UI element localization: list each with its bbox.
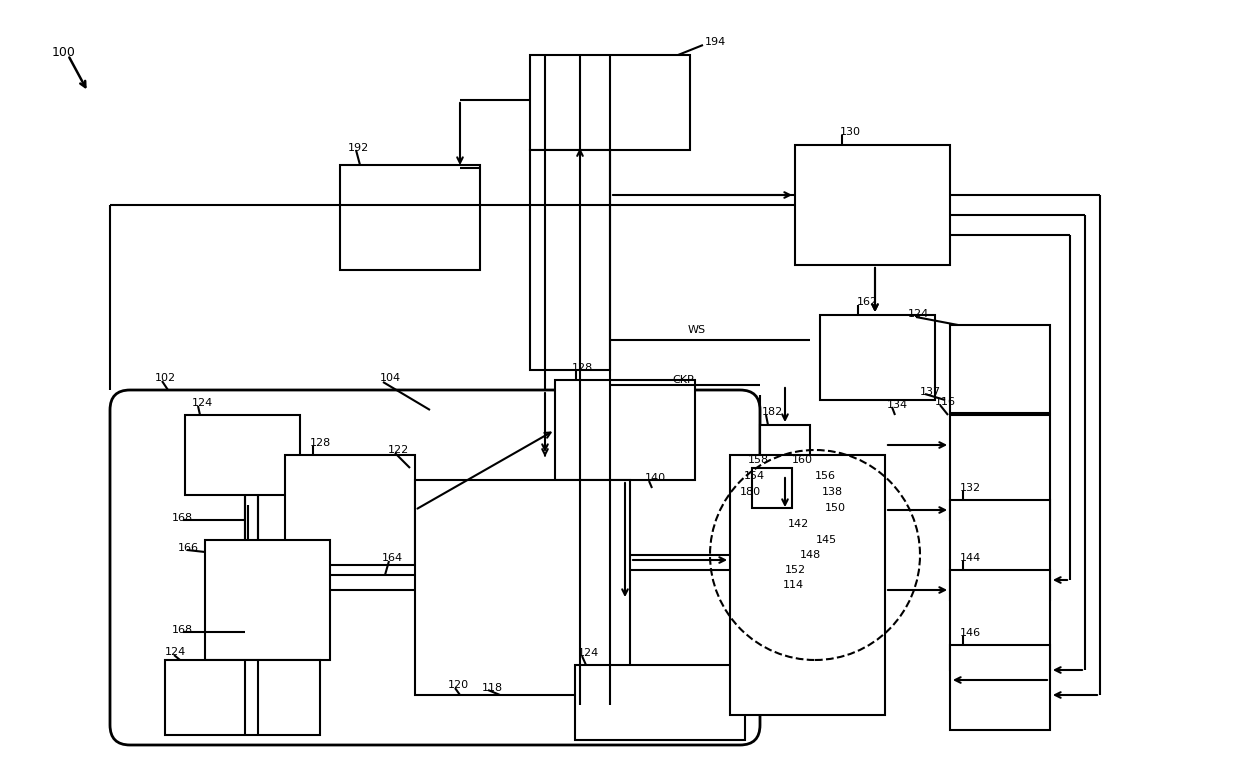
- Bar: [185, 415, 300, 495]
- Text: 168: 168: [172, 625, 193, 635]
- Bar: [751, 468, 792, 508]
- Text: 134: 134: [887, 400, 908, 410]
- Text: 158: 158: [748, 455, 769, 465]
- Text: 137: 137: [920, 387, 941, 397]
- Text: 156: 156: [815, 471, 836, 481]
- Text: 124: 124: [578, 648, 599, 658]
- Text: 104: 104: [379, 373, 401, 383]
- Bar: [730, 455, 885, 715]
- Text: 194: 194: [706, 37, 727, 47]
- Text: 182: 182: [763, 407, 784, 417]
- Text: 154: 154: [744, 471, 765, 481]
- Text: 128: 128: [310, 438, 331, 448]
- Bar: [205, 540, 330, 660]
- Text: 148: 148: [800, 550, 821, 560]
- Text: 124: 124: [192, 398, 213, 408]
- Bar: [950, 645, 1050, 730]
- Bar: [529, 55, 689, 150]
- Bar: [820, 315, 935, 400]
- Text: 144: 144: [960, 553, 981, 563]
- Text: 180: 180: [740, 487, 761, 497]
- Text: 162: 162: [857, 297, 878, 307]
- Text: 124: 124: [165, 647, 186, 657]
- Text: 128: 128: [572, 363, 593, 373]
- Bar: [575, 665, 745, 740]
- Text: 118: 118: [482, 683, 503, 693]
- Text: 138: 138: [822, 487, 843, 497]
- Text: 192: 192: [348, 143, 370, 153]
- Bar: [795, 145, 950, 265]
- Text: 116: 116: [935, 397, 956, 407]
- Bar: [950, 500, 1050, 600]
- Text: 168: 168: [172, 513, 193, 523]
- Text: 150: 150: [825, 503, 846, 513]
- Bar: [950, 325, 1050, 413]
- Bar: [165, 660, 320, 735]
- Text: 132: 132: [960, 483, 981, 493]
- Bar: [950, 415, 1050, 520]
- Bar: [415, 480, 630, 695]
- Text: 145: 145: [816, 535, 837, 545]
- Bar: [950, 570, 1050, 670]
- Text: 146: 146: [960, 628, 981, 638]
- Text: 160: 160: [792, 455, 813, 465]
- Bar: [340, 165, 480, 270]
- Text: 164: 164: [382, 553, 403, 563]
- Text: 166: 166: [179, 543, 198, 553]
- Text: WS: WS: [688, 325, 706, 335]
- Text: 100: 100: [52, 46, 76, 58]
- Text: 142: 142: [787, 519, 810, 529]
- Text: 152: 152: [785, 565, 806, 575]
- Bar: [556, 380, 694, 480]
- Text: 122: 122: [388, 445, 409, 455]
- Text: 120: 120: [448, 680, 469, 690]
- Text: 114: 114: [782, 580, 804, 590]
- Bar: [285, 455, 415, 565]
- Bar: [529, 150, 610, 370]
- Text: 124: 124: [908, 309, 929, 319]
- Text: 102: 102: [155, 373, 176, 383]
- Bar: [760, 425, 810, 475]
- Text: 130: 130: [839, 127, 861, 137]
- Text: 140: 140: [645, 473, 666, 483]
- Text: CKP: CKP: [672, 375, 693, 385]
